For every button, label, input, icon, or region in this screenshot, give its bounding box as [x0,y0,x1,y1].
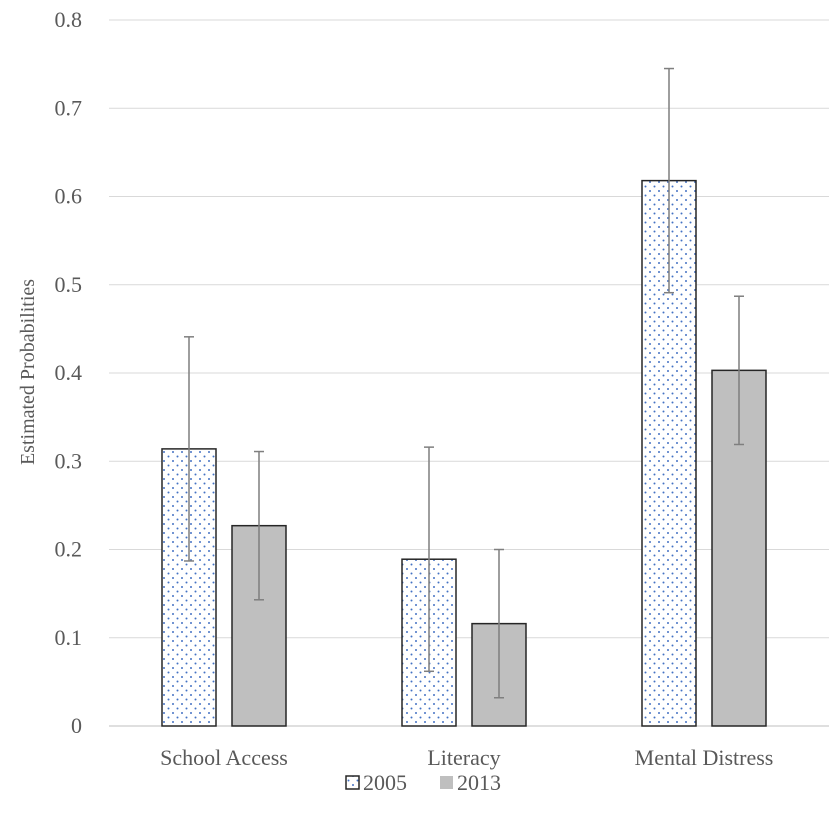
y-tick-label: 0.2 [55,537,83,562]
y-tick-label: 0 [71,713,82,738]
x-category-label: School Access [160,745,288,770]
y-tick-label: 0.4 [55,360,83,385]
y-axis-ticks: 0 0.1 0.2 0.3 0.4 0.5 0.6 0.7 0.8 [55,7,83,738]
x-axis-labels: School Access Literacy Mental Distress [160,745,773,770]
x-category-label: Literacy [427,745,500,770]
y-tick-label: 0.7 [55,95,83,120]
legend-label: 2013 [457,770,501,795]
y-tick-label: 0.8 [55,7,83,32]
error-bars [184,67,744,699]
legend: 2005 2013 [345,770,501,795]
y-axis-title: Estimated Probabilities [17,279,39,465]
bars [161,179,767,727]
legend-label: 2005 [363,770,407,795]
y-tick-label: 0.5 [55,272,83,297]
y-tick-label: 0.6 [55,184,83,209]
x-category-label: Mental Distress [635,745,774,770]
legend-swatch-2013 [440,776,453,789]
y-tick-label: 0.3 [55,448,83,473]
y-tick-label: 0.1 [55,625,83,650]
legend-swatch-2005 [345,775,360,790]
gridlines [109,19,829,727]
